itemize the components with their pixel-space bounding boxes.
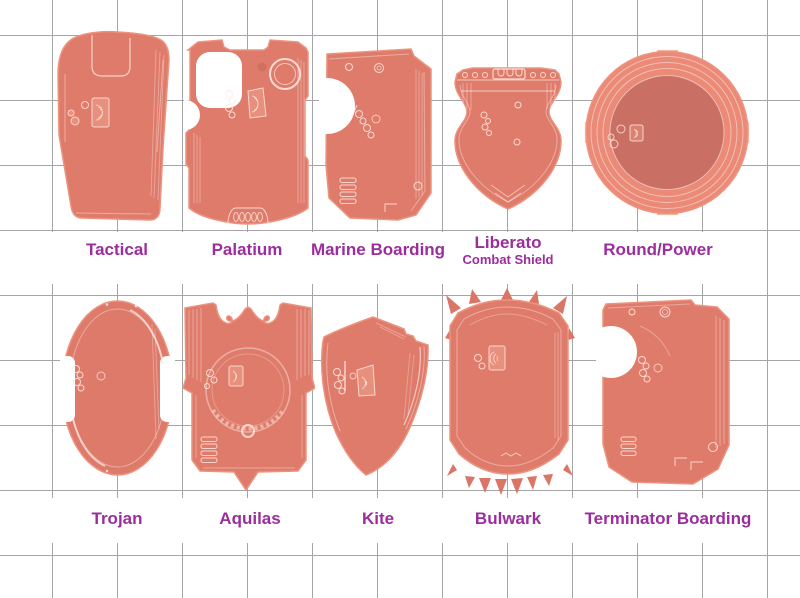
shield-bulwark — [445, 288, 575, 495]
shield-sublabel-liberato: Combat Shield — [462, 252, 554, 267]
shield-label-bulwark: Bulwark — [474, 509, 542, 528]
label-band-row1 — [0, 232, 745, 284]
shield-graphic-marine-boarding — [319, 48, 432, 221]
shield-liberato — [453, 65, 565, 212]
shield-graphic-kite — [320, 316, 429, 476]
shield-label-trojan: Trojan — [91, 509, 143, 528]
shield-graphic-palatium — [184, 39, 309, 225]
shield-label-tactical: Tactical — [85, 240, 149, 259]
shield-round-power — [583, 48, 751, 218]
shield-graphic-trojan — [60, 300, 175, 476]
shield-label-kite: Kite — [361, 509, 395, 528]
shield-kite — [316, 315, 434, 477]
shield-label-palatium: Palatium — [211, 240, 283, 259]
shield-graphic-terminator-boarding — [596, 299, 730, 485]
shield-graphic-aquilas — [183, 302, 315, 492]
shield-label-liberato: Liberato — [474, 233, 542, 252]
shield-label-terminator-boarding: Terminator Boarding — [584, 509, 752, 528]
shield-label-marine-boarding: Marine Boarding — [310, 240, 446, 259]
shield-label-round-power: Round/Power — [603, 240, 713, 259]
shield-palatium — [184, 38, 312, 228]
shield-terminator-boarding — [596, 298, 734, 490]
shield-graphic-round-power — [584, 49, 750, 216]
shield-label-aquilas: Aquilas — [219, 509, 281, 528]
shield-marine-boarding — [319, 47, 436, 223]
shield-graphic-liberato — [454, 67, 562, 210]
shield-tactical — [56, 30, 174, 226]
shield-graphic-bulwark — [445, 288, 575, 495]
label-band-row2 — [0, 498, 745, 543]
shield-trojan — [60, 299, 175, 478]
shield-aquilas — [183, 300, 315, 492]
shield-graphic-tactical — [57, 30, 170, 221]
